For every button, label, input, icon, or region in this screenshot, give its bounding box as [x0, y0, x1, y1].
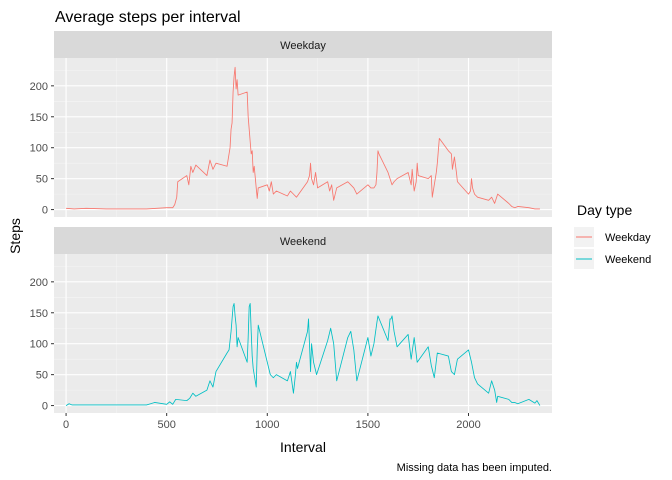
panel-weekday-grid	[54, 58, 552, 217]
panel-weekday-y-ticks: 0 50 100 150 200	[30, 81, 54, 217]
y-tick-label: 0	[42, 401, 48, 413]
y-tick-label: 150	[30, 112, 48, 124]
strip-weekend-label: Weekend	[280, 236, 326, 248]
x-axis-title: Interval	[280, 439, 326, 455]
panel-weekend-y-ticks: 0 50 100 150 200	[30, 277, 54, 413]
x-tick-label: 0	[63, 419, 69, 431]
legend-label-weekend: Weekend	[605, 254, 651, 266]
panel-weekday-series	[66, 66, 540, 210]
chart-title: Average steps per interval	[55, 9, 241, 26]
legend-label-weekday: Weekday	[605, 232, 651, 244]
series-line-weekday	[66, 66, 540, 210]
strip-weekend-background	[54, 227, 552, 254]
legend: Day type Weekday Weekend	[574, 202, 651, 269]
y-axis-title: Steps	[7, 218, 23, 254]
x-tick-label: 1000	[255, 419, 279, 431]
y-tick-label: 0	[42, 205, 48, 217]
y-tick-label: 50	[36, 174, 48, 186]
y-tick-label: 200	[30, 81, 48, 93]
y-tick-label: 100	[30, 339, 48, 351]
y-tick-label: 150	[30, 308, 48, 320]
panel-weekday-background	[54, 58, 552, 217]
legend-title: Day type	[577, 202, 632, 218]
panel-weekend-series	[65, 303, 541, 406]
series-line-weekend	[65, 303, 541, 406]
y-tick-label: 200	[30, 277, 48, 289]
y-tick-label: 50	[36, 370, 48, 382]
x-axis-ticks: 0 500 1000 1500 2000	[63, 413, 481, 431]
panel-weekend-grid	[54, 254, 552, 413]
chart-caption: Missing data has been imputed.	[397, 462, 552, 474]
x-tick-label: 1500	[356, 419, 380, 431]
strip-weekday-label: Weekday	[280, 40, 326, 52]
strip-weekday-background	[54, 31, 552, 58]
panel-weekend-background	[54, 254, 552, 413]
x-tick-label: 500	[157, 419, 175, 431]
y-tick-label: 100	[30, 143, 48, 155]
x-tick-label: 2000	[456, 419, 480, 431]
